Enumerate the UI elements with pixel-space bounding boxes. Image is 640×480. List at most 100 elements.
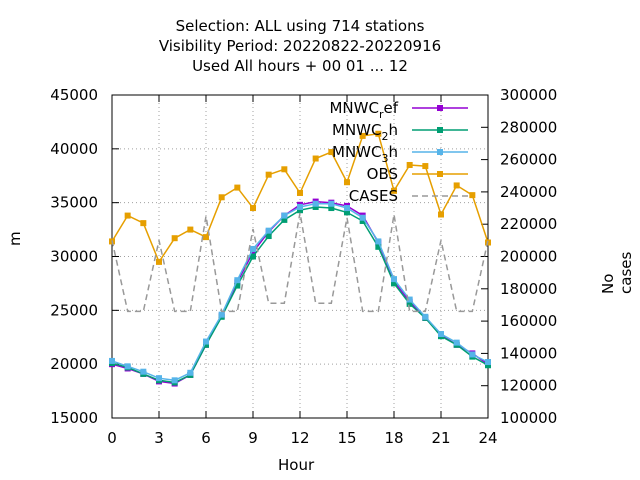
y2-tick-label: 160000 bbox=[500, 312, 557, 330]
data-point bbox=[171, 377, 178, 384]
data-point bbox=[391, 280, 397, 287]
data-point bbox=[422, 163, 429, 170]
legend-swatch-marker bbox=[437, 171, 443, 177]
series-line-obs bbox=[111, 132, 489, 264]
data-point bbox=[344, 179, 350, 186]
data-point bbox=[187, 369, 194, 376]
y-tick-label: 20000 bbox=[50, 355, 98, 373]
data-point bbox=[218, 194, 225, 201]
chart-title-line-3: Used All hours + 00 01 ... 12 bbox=[192, 57, 408, 75]
data-point bbox=[140, 368, 147, 375]
data-point bbox=[344, 209, 350, 216]
x-tick-label: 3 bbox=[154, 429, 164, 447]
data-point bbox=[234, 282, 241, 289]
data-point bbox=[140, 220, 147, 227]
data-point bbox=[485, 359, 491, 366]
y2-tick-label: 240000 bbox=[500, 183, 557, 201]
data-point bbox=[453, 339, 460, 346]
data-point bbox=[328, 205, 335, 212]
plot-frame bbox=[111, 94, 489, 419]
data-point bbox=[234, 277, 241, 284]
data-point bbox=[203, 234, 209, 241]
data-point bbox=[297, 203, 303, 210]
data-point bbox=[281, 216, 288, 223]
legend-swatch-marker bbox=[437, 105, 443, 111]
x-tick-label: 12 bbox=[290, 429, 309, 447]
data-point bbox=[375, 130, 382, 137]
data-point bbox=[391, 276, 397, 283]
data-point bbox=[344, 205, 350, 212]
y2-tick-label: 120000 bbox=[500, 377, 557, 395]
legend-label: OBS bbox=[367, 165, 398, 183]
x-tick-label: 18 bbox=[384, 429, 403, 447]
data-point bbox=[203, 341, 209, 348]
data-point bbox=[312, 203, 319, 210]
data-point bbox=[234, 184, 241, 191]
y-tick-label: 45000 bbox=[50, 86, 98, 104]
data-point bbox=[406, 300, 413, 307]
legend-label: MNWC2h bbox=[332, 121, 398, 143]
data-point bbox=[218, 311, 225, 318]
data-point bbox=[391, 187, 397, 194]
x-tick-label: 24 bbox=[478, 429, 497, 447]
data-point bbox=[156, 375, 162, 382]
x-tick-label: 9 bbox=[248, 429, 258, 447]
series-line-cases bbox=[111, 212, 489, 313]
data-point bbox=[312, 155, 319, 162]
y2-tick-label: 180000 bbox=[500, 280, 557, 298]
data-point bbox=[124, 363, 131, 370]
y-tick-label: 15000 bbox=[50, 409, 98, 427]
data-point bbox=[265, 233, 272, 240]
data-point bbox=[359, 132, 366, 139]
legend-label: MNWCref bbox=[329, 99, 398, 121]
y2-tick-label: 200000 bbox=[500, 248, 557, 266]
y2-tick-label: 280000 bbox=[500, 118, 557, 136]
data-point bbox=[469, 192, 476, 199]
data-point bbox=[297, 189, 303, 196]
data-point bbox=[438, 211, 444, 218]
series-line-mnwc-2h bbox=[111, 206, 489, 384]
data-point bbox=[422, 313, 429, 320]
legend-swatch-marker bbox=[437, 149, 443, 155]
data-point bbox=[281, 166, 288, 173]
data-point bbox=[485, 362, 491, 369]
x-tick-label: 0 bbox=[107, 429, 117, 447]
y2-tick-label: 100000 bbox=[500, 409, 557, 427]
legend-label: CASES bbox=[349, 187, 398, 205]
data-point bbox=[171, 235, 178, 242]
y-tick-label: 25000 bbox=[50, 301, 98, 319]
data-point bbox=[328, 149, 335, 156]
legend-label: MNWC3h bbox=[332, 143, 398, 165]
data-point bbox=[406, 161, 413, 168]
data-point bbox=[265, 171, 272, 178]
y-tick-label: 40000 bbox=[50, 140, 98, 158]
data-point bbox=[359, 214, 366, 221]
x-tick-label: 21 bbox=[431, 429, 450, 447]
data-point bbox=[453, 182, 460, 189]
legend-swatch-marker bbox=[437, 127, 443, 133]
y2-tick-label: 220000 bbox=[500, 215, 557, 233]
data-point bbox=[265, 227, 272, 234]
data-point bbox=[124, 212, 131, 219]
chart-title-line-1: Selection: ALL using 714 stations bbox=[175, 17, 425, 35]
y2-tick-label: 260000 bbox=[500, 151, 557, 169]
data-point bbox=[406, 296, 413, 303]
x-axis-title: Hour bbox=[278, 456, 315, 474]
data-point bbox=[187, 226, 194, 233]
y-tick-label: 35000 bbox=[50, 194, 98, 212]
y2-tick-label: 300000 bbox=[500, 86, 557, 104]
data-point bbox=[250, 253, 256, 260]
data-point bbox=[281, 212, 288, 219]
data-point bbox=[375, 243, 382, 250]
data-point bbox=[438, 331, 444, 338]
data-point bbox=[203, 338, 209, 345]
chart-title-line-2: Visibility Period: 20220822-20220916 bbox=[158, 37, 442, 55]
data-point bbox=[328, 200, 335, 207]
data-point bbox=[109, 357, 115, 364]
y2-tick-label: 140000 bbox=[500, 344, 557, 362]
x-tick-label: 6 bbox=[201, 429, 211, 447]
data-point bbox=[469, 351, 476, 358]
data-point bbox=[297, 207, 303, 214]
data-point bbox=[156, 258, 162, 265]
